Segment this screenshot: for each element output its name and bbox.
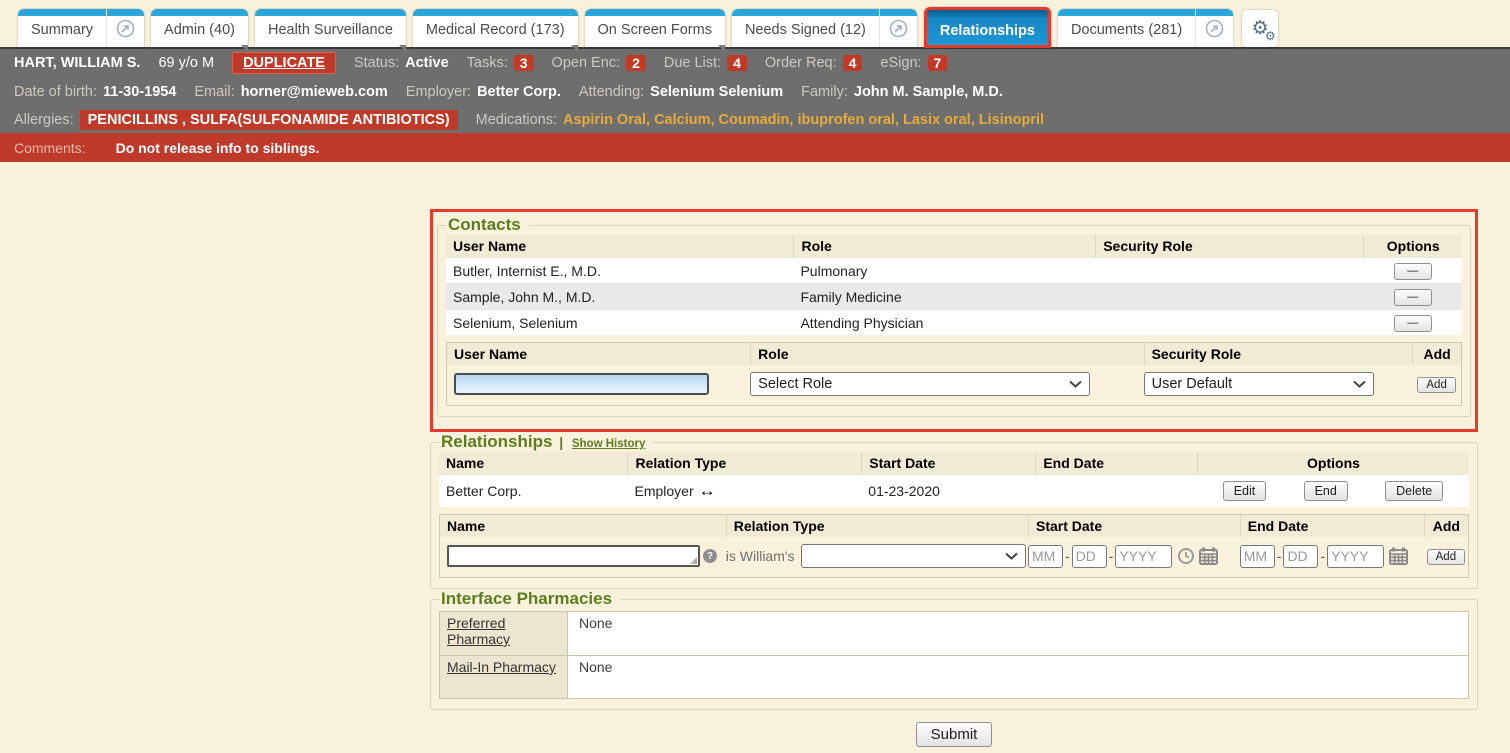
pharmacies-table: Preferred Pharmacy None Mail-In Pharmacy…: [439, 611, 1469, 699]
end-year-input[interactable]: [1327, 544, 1385, 568]
settings-button[interactable]: ⚙ ⚙: [1242, 10, 1279, 47]
add-contact-box: User Name Role Security Role Add Select …: [446, 342, 1462, 406]
clock-icon[interactable]: [1177, 547, 1195, 565]
end-relationship-button[interactable]: End: [1303, 481, 1348, 501]
esign-count-badge[interactable]: 7: [927, 55, 948, 71]
patient-banner: HART, WILLIAM S. 69 y/o M DUPLICATE Stat…: [0, 47, 1510, 133]
open-chart-icon: [889, 19, 908, 38]
contacts-section: Contacts User Name Role Security Role Op…: [437, 215, 1471, 417]
submit-button[interactable]: Submit: [915, 722, 993, 747]
end-day-input[interactable]: [1283, 544, 1319, 568]
chevron-down-icon: [1352, 380, 1366, 388]
pharmacies-section: Interface Pharmacies Preferred Pharmacy …: [430, 589, 1478, 710]
relationships-table: Name Relation Type Start Date End Date O…: [439, 452, 1469, 507]
open-chart-icon: [1205, 19, 1224, 38]
col-header-security-role: Security Role: [1095, 235, 1363, 257]
col-header-user-name: User Name: [453, 238, 527, 254]
show-history-link[interactable]: Show History: [571, 438, 646, 450]
start-month-input[interactable]: [1028, 544, 1063, 568]
mail-in-pharmacy-value: None: [579, 659, 613, 675]
contact-role-select[interactable]: Select Role: [750, 372, 1091, 396]
help-icon[interactable]: ?: [703, 549, 717, 563]
contact-row: Sample, John M., M.D. Family Medicine —: [446, 283, 1462, 309]
contact-security-role-select[interactable]: User Default: [1143, 372, 1374, 396]
medications-list[interactable]: Aspirin Oral, Calcium, Coumadin, ibuprof…: [563, 111, 1045, 128]
pharmacy-row: Preferred Pharmacy None: [440, 612, 1468, 655]
is-williams-label: is William's: [725, 548, 795, 564]
relationship-row: Better Corp. Employer ↔ 01-23-2020 Edit E…: [439, 474, 1469, 507]
chevron-down-icon: [1069, 380, 1082, 388]
contact-row: Selenium, Selenium Attending Physician —: [446, 309, 1462, 335]
tasks-count-badge[interactable]: 3: [513, 55, 534, 71]
add-contact-button[interactable]: Add: [1417, 377, 1456, 393]
calendar-icon[interactable]: [1199, 547, 1219, 565]
comments-bar: Comments: Do not release info to sibling…: [0, 133, 1510, 162]
duplicate-flag[interactable]: DUPLICATE: [232, 52, 336, 74]
tab-documents[interactable]: Documents (281): [1057, 9, 1234, 47]
contact-user-name-input[interactable]: [454, 373, 709, 395]
remove-contact-button[interactable]: —: [1393, 263, 1432, 280]
tab-health-surveillance[interactable]: Health Surveillance: [254, 9, 406, 52]
patient-email: horner@mieweb.com: [240, 83, 388, 100]
calendar-icon[interactable]: [1389, 547, 1409, 565]
delete-relationship-button[interactable]: Delete: [1385, 481, 1444, 501]
chevron-down-icon: [1004, 552, 1018, 560]
col-header-options: Options: [1363, 235, 1462, 257]
tab-needs-signed[interactable]: Needs Signed (12): [731, 9, 917, 47]
tab-on-screen-forms[interactable]: On Screen Forms: [584, 9, 726, 52]
patient-employer: Better Corp.: [477, 83, 561, 100]
open-enc-count-badge[interactable]: 2: [626, 55, 646, 71]
chart-tab-bar: Summary Admin (40) Health Surveillance M…: [0, 0, 1510, 52]
patient-dob: 11-30-1954: [103, 83, 177, 100]
order-req-count-badge[interactable]: 4: [842, 55, 863, 71]
relationship-name-input[interactable]: [447, 545, 700, 567]
col-header-role: Role: [793, 235, 1095, 257]
preferred-pharmacy-link[interactable]: Preferred Pharmacy: [447, 615, 511, 647]
bidirectional-arrow-icon: ↔: [698, 481, 716, 500]
mail-in-pharmacy-link[interactable]: Mail-In Pharmacy: [447, 659, 556, 675]
preferred-pharmacy-value: None: [579, 615, 613, 631]
contact-row: Butler, Internist E., M.D. Pulmonary —: [446, 257, 1462, 283]
main-content: Contacts User Name Role Security Role Op…: [0, 162, 1510, 747]
due-list-count-badge[interactable]: 4: [727, 55, 747, 71]
contacts-highlight-box: Contacts User Name Role Security Role Op…: [430, 209, 1478, 432]
remove-contact-button[interactable]: —: [1393, 289, 1432, 306]
patient-attending: Selenium Selenium: [650, 83, 784, 100]
tab-relationships[interactable]: Relationships: [923, 7, 1051, 48]
add-relationship-box: Name Relation Type Start Date End Date A…: [439, 514, 1469, 578]
remove-contact-button[interactable]: —: [1393, 315, 1432, 332]
patient-age-sex: 69 y/o M: [158, 55, 215, 71]
pharmacies-title: Interface Pharmacies: [441, 589, 613, 608]
start-day-input[interactable]: [1071, 544, 1107, 568]
contacts-table: User Name Role Security Role Options But…: [446, 235, 1462, 335]
tab-admin[interactable]: Admin (40): [151, 9, 248, 52]
contacts-title: Contacts: [448, 215, 521, 234]
start-year-input[interactable]: [1115, 544, 1173, 568]
tab-medical-record[interactable]: Medical Record (173): [412, 9, 578, 52]
allergies-value[interactable]: PENICILLINS , SULFA(SULFONAMIDE ANTIBIOT…: [79, 109, 458, 130]
patient-family-doctor: John M. Sample, M.D.: [853, 83, 1003, 100]
gears-icon: ⚙ ⚙: [1251, 18, 1276, 43]
relationships-section: Relationships | Show History Name Relati…: [430, 432, 1478, 589]
relationships-title: Relationships | Show History: [441, 432, 646, 451]
tab-summary[interactable]: Summary: [18, 9, 145, 47]
add-relationship-button[interactable]: Add: [1426, 549, 1466, 565]
edit-relationship-button[interactable]: Edit: [1222, 481, 1267, 501]
end-month-input[interactable]: [1239, 544, 1275, 568]
relation-type-select[interactable]: [800, 544, 1026, 568]
patient-name: HART, WILLIAM S.: [14, 55, 141, 71]
comments-text: Do not release info to siblings.: [115, 139, 320, 156]
patient-status: Active: [405, 55, 449, 71]
pharmacy-row: Mail-In Pharmacy None: [440, 655, 1468, 698]
open-chart-icon: [116, 19, 135, 38]
